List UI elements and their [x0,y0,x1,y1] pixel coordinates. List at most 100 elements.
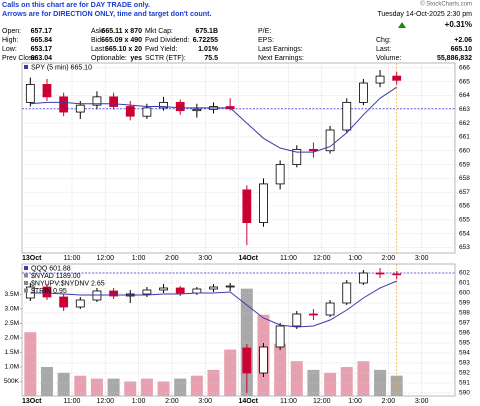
x-tick-label: 11:00 [63,255,80,262]
x-tick-label: 2:00 [382,398,396,405]
logo: © StockCharts.com [420,1,472,8]
field-label: EPS: [258,37,274,44]
y-tick-label: 594 [459,350,470,357]
candle-body [209,286,218,290]
field-label: Bid: [91,37,103,44]
field-value: 665.09 x 490 [101,37,142,44]
y-tick-label: 664 [459,92,470,99]
volume-tick-label: 1.0M [5,364,19,371]
candle-body [259,346,268,374]
legend-box [24,281,28,285]
volume-bar [340,366,353,396]
y-tick-label: 601 [459,280,470,287]
note-line: Calls on this chart are for DAY TRADE on… [2,0,150,9]
field-label: SCTR (ETF): [145,55,186,62]
candle-body [25,84,35,103]
candle-body [375,75,385,84]
candle-body [42,84,52,98]
moving-average [30,280,397,328]
legend-entry: $NYAD 1189.00 [31,273,81,280]
candle-body [359,82,368,103]
volume-tick-label: 1.5M [5,349,19,356]
candle-body [109,96,118,107]
y-tick-label: 598 [459,310,470,317]
candle-body [242,189,252,223]
volume-tick-label: 2.0M [5,335,19,342]
date: Tuesday 14-Oct-2025 2:30 pm [377,11,472,18]
field-label: Fwd Yield: [145,46,177,53]
volume-tick-label: 3.5M [5,291,19,298]
volume-tick-label: 3.0M [5,306,19,313]
legend-box [24,65,28,69]
volume-bar [124,381,137,396]
up-arrow [398,22,406,28]
x-tick-label: 3:00 [415,398,429,405]
candle-body [275,164,285,185]
candle-body [92,96,102,106]
field-value: 675.1B [195,28,218,35]
x-tick-label: 12:00 [97,255,115,262]
y-tick-label: 592 [459,370,470,377]
field-label: Optionable: [91,55,127,62]
y-tick-label: 657 [459,189,470,196]
y-tick-label: 656 [459,203,470,210]
change-pct: +0.31% [445,20,472,29]
field-label: Mkt Cap: [145,28,173,35]
field-label: Last: [91,46,106,53]
y-tick-label: 600 [459,290,470,297]
x-tick-label: 1:00 [348,398,362,405]
candle-body [309,148,318,152]
x-tick-label: 14Oct [239,398,259,405]
x-tick-label: 13Oct [22,398,42,405]
field-label: P/E: [258,28,271,35]
y-tick-label: 595 [459,340,470,347]
candle-body [175,101,185,112]
candle-body [159,101,168,109]
volume-bar [357,361,370,396]
volume-bar [107,378,120,396]
field-label: Next Earnings: [258,55,304,62]
volume-bar [74,375,87,396]
candle-body [242,347,252,374]
field-value: yes [130,55,142,62]
candle-body [292,313,302,327]
candle-body [359,272,368,284]
x-tick-label: 14Oct [239,255,259,262]
x-tick-label: 1:00 [132,255,146,262]
field-label: High: [2,37,18,44]
x-tick-label: 2:00 [165,398,179,405]
y-tick-label: 593 [459,360,470,367]
x-tick-label: 11:00 [63,398,80,405]
y-tick-label: 590 [459,390,470,397]
y-tick-label: 660 [459,147,470,154]
x-tick-label: 3:00 [415,255,429,262]
y-tick-label: 597 [459,320,470,327]
candle-body [392,75,402,81]
field-value: 663.04 [31,55,53,62]
candle-body [292,148,302,165]
candle-body [225,285,235,288]
candle-body [75,299,85,308]
x-tick-label: 3:00 [198,398,212,405]
candle-body [159,287,168,291]
candle-body [175,287,185,294]
legend-entry: $NYUPV:$NYDNV 2.65 [31,280,105,287]
volume-bar [57,372,70,396]
field-label: Low: [2,46,17,53]
candle-body [325,302,335,316]
legend-entry: $TRIN 0.95 [31,288,67,295]
volume-bar [40,366,53,396]
candle-body [59,296,69,308]
field-value: 1.01% [198,46,219,53]
volume-bar [390,375,403,396]
x-tick-label: 12:00 [313,255,331,262]
legend-box [24,288,28,293]
y-tick-label: 591 [459,380,470,387]
volume-tick-label: 2.5M [5,320,19,327]
x-tick-label: 11:00 [280,255,297,262]
candle-body [259,183,268,223]
candle-body [142,289,152,295]
y-tick-label: 663 [459,106,470,113]
field-value: 665.10 x 20 [105,46,142,53]
field-value: 657.17 [31,28,53,35]
